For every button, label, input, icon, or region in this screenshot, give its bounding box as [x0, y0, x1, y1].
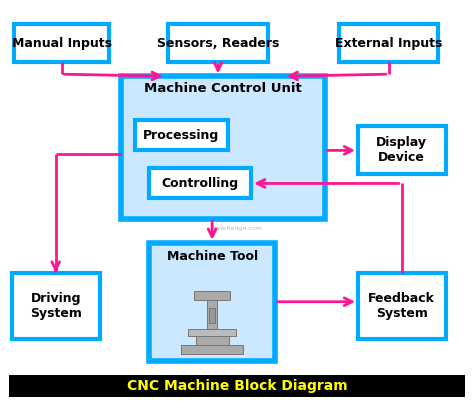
Text: Machine Tool: Machine Tool [166, 250, 258, 263]
FancyBboxPatch shape [149, 243, 275, 361]
Text: External Inputs: External Inputs [335, 36, 442, 50]
FancyBboxPatch shape [194, 291, 230, 300]
FancyBboxPatch shape [9, 375, 465, 397]
Text: Driving
System: Driving System [30, 292, 82, 320]
FancyBboxPatch shape [149, 168, 251, 198]
FancyBboxPatch shape [210, 308, 215, 323]
FancyBboxPatch shape [12, 273, 100, 339]
FancyBboxPatch shape [14, 24, 109, 62]
FancyBboxPatch shape [207, 291, 217, 329]
FancyBboxPatch shape [168, 24, 268, 62]
Text: Processing: Processing [143, 129, 219, 142]
FancyBboxPatch shape [189, 329, 236, 336]
FancyBboxPatch shape [339, 24, 438, 62]
Text: CNC Machine Block Diagram: CNC Machine Block Diagram [127, 379, 347, 393]
FancyBboxPatch shape [121, 76, 325, 219]
FancyBboxPatch shape [358, 126, 446, 174]
FancyBboxPatch shape [181, 345, 243, 354]
Text: Display
Device: Display Device [376, 136, 427, 164]
Text: Controlling: Controlling [162, 177, 239, 190]
Text: Sensors, Readers: Sensors, Readers [157, 36, 279, 50]
FancyBboxPatch shape [135, 120, 228, 150]
Text: Manual Inputs: Manual Inputs [12, 36, 111, 50]
FancyBboxPatch shape [195, 336, 228, 345]
FancyBboxPatch shape [358, 273, 446, 339]
Text: Feedback
System: Feedback System [368, 292, 435, 320]
Text: Machine Control Unit: Machine Control Unit [144, 82, 301, 95]
FancyBboxPatch shape [0, 0, 474, 375]
Text: www.fledge.com: www.fledge.com [211, 226, 263, 231]
